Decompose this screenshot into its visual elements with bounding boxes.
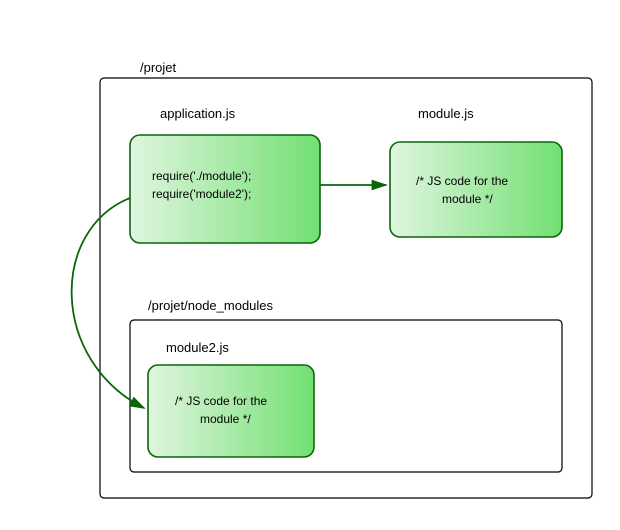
module2-node <box>148 365 314 457</box>
application-code-line2: require('module2'); <box>152 187 251 201</box>
application-code-line1: require('./module'); <box>152 169 251 183</box>
projet-label: /projet <box>140 60 177 75</box>
application-label: application.js <box>160 106 236 121</box>
module2-label: module2.js <box>166 340 229 355</box>
module2-code-line2: module */ <box>200 412 251 426</box>
module-node <box>390 142 562 237</box>
module-label: module.js <box>418 106 474 121</box>
node-modules-label: /projet/node_modules <box>148 298 274 313</box>
module2-code-line1: /* JS code for the <box>175 394 267 408</box>
module-code-line1: /* JS code for the <box>416 174 508 188</box>
module-code-line2: module */ <box>442 192 493 206</box>
